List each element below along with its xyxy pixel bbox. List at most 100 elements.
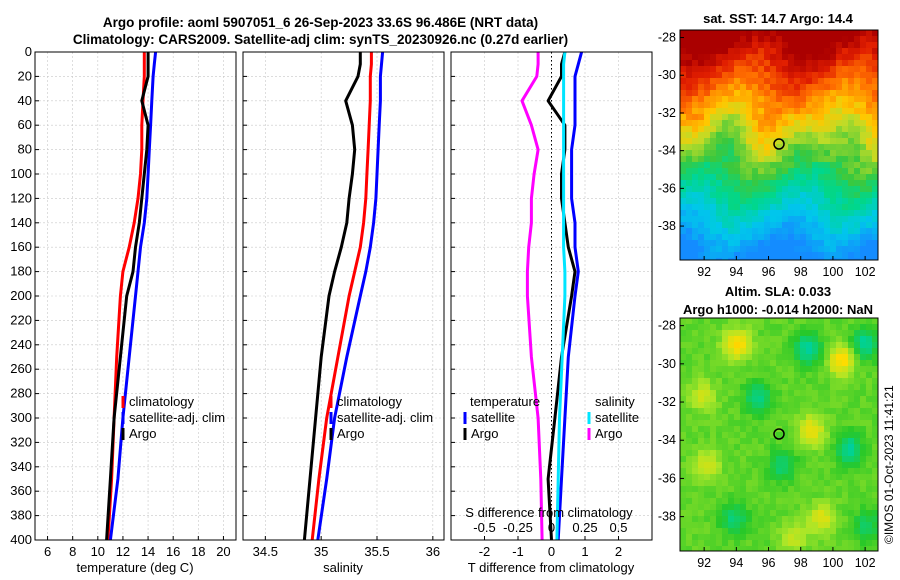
sla-cell — [794, 372, 801, 379]
sst-cell — [740, 204, 747, 211]
sla-cell — [794, 438, 801, 445]
map-x-tick-label: 92 — [697, 556, 711, 570]
sla-cell — [692, 480, 699, 487]
sla-cell — [866, 378, 873, 385]
sla-cell — [680, 456, 687, 463]
sla-cell — [722, 498, 729, 505]
sst-cell — [692, 138, 699, 145]
sla-cell — [806, 462, 813, 469]
sst-cell — [800, 222, 807, 229]
sst-cell — [818, 72, 825, 79]
sst-cell — [830, 204, 837, 211]
figure-title: Argo profile: aoml 5907051_6 26-Sep-2023… — [8, 14, 633, 48]
sst-cell — [806, 90, 813, 97]
sst-cell — [872, 36, 878, 43]
sst-cell — [806, 186, 813, 193]
sla-cell — [860, 414, 867, 421]
sst-cell — [764, 198, 771, 205]
legend-label-t-argo: Argo — [471, 426, 498, 441]
sst-cell — [842, 102, 849, 109]
sst-cell — [818, 144, 825, 151]
sst-cell — [710, 204, 717, 211]
sla-cell — [770, 408, 777, 415]
sst-cell — [692, 258, 699, 260]
sst-cell — [746, 258, 753, 260]
sla-cell — [758, 360, 765, 367]
sla-cell — [818, 408, 825, 415]
sst-cell — [842, 180, 849, 187]
sst-cell — [746, 132, 753, 139]
sst-cell — [758, 222, 765, 229]
sla-cell — [686, 522, 693, 529]
sst-cell — [758, 42, 765, 49]
sla-cell — [782, 540, 789, 547]
sla-cell — [794, 348, 801, 355]
sst-cell — [758, 48, 765, 55]
sst-cell — [758, 258, 765, 260]
sst-cell — [758, 168, 765, 175]
sst-cell — [830, 174, 837, 181]
sla-cell — [818, 318, 825, 325]
sla-cell — [728, 360, 735, 367]
sla-cell — [734, 348, 741, 355]
sla-cell — [830, 438, 837, 445]
sla-cell — [860, 540, 867, 547]
sst-cell — [872, 84, 878, 91]
sla-cell — [692, 486, 699, 493]
sla-cell — [866, 438, 873, 445]
sst-cell — [770, 132, 777, 139]
sst-cell — [782, 246, 789, 253]
x-tick-label: 20 — [216, 544, 230, 559]
sst-cell — [716, 210, 723, 217]
sla-cell — [782, 510, 789, 517]
sla-cell — [854, 492, 861, 499]
sst-cell — [746, 120, 753, 127]
sla-cell — [758, 390, 765, 397]
sst-cell — [854, 60, 861, 67]
sla-cell — [728, 330, 735, 337]
sst-profile-marker — [773, 138, 785, 150]
sst-cell — [866, 42, 873, 49]
sst-cell — [830, 240, 837, 247]
sst-cell — [776, 240, 783, 247]
sst-cell — [692, 126, 699, 133]
sst-cell — [854, 108, 861, 115]
sla-cell — [860, 528, 867, 535]
sla-cell — [818, 372, 825, 379]
sst-cell — [800, 90, 807, 97]
sla-cell — [800, 336, 807, 343]
sla-cell — [824, 372, 831, 379]
sla-cell — [692, 456, 699, 463]
legend-label-s-argo: Argo — [595, 426, 622, 441]
sst-cell — [848, 222, 855, 229]
sla-cell — [794, 324, 801, 331]
sla-cell — [830, 414, 837, 421]
sst-cell — [794, 216, 801, 223]
sst-cell — [872, 90, 878, 97]
sst-cell — [776, 168, 783, 175]
sla-cell — [782, 396, 789, 403]
sst-cell — [710, 144, 717, 151]
sla-cell — [698, 402, 705, 409]
sla-cell — [686, 396, 693, 403]
sst-cell — [800, 180, 807, 187]
sst-cell — [782, 120, 789, 127]
sst-cell — [818, 42, 825, 49]
sla-cell — [722, 396, 729, 403]
sst-cell — [848, 96, 855, 103]
sst-cell — [848, 30, 855, 37]
sst-cell — [806, 72, 813, 79]
sst-cell — [782, 180, 789, 187]
sla-cell — [698, 396, 705, 403]
sst-cell — [770, 198, 777, 205]
sla-cell — [806, 540, 813, 547]
sla-cell — [770, 384, 777, 391]
sla-cell — [776, 366, 783, 373]
sst-cell — [728, 204, 735, 211]
sst-cell — [776, 150, 783, 157]
sst-cell — [704, 60, 711, 67]
x2-tick-label: 0.25 — [572, 520, 597, 535]
sst-cell — [866, 204, 873, 211]
sla-cell — [854, 408, 861, 415]
legend-title-salinity: salinity — [595, 394, 635, 409]
